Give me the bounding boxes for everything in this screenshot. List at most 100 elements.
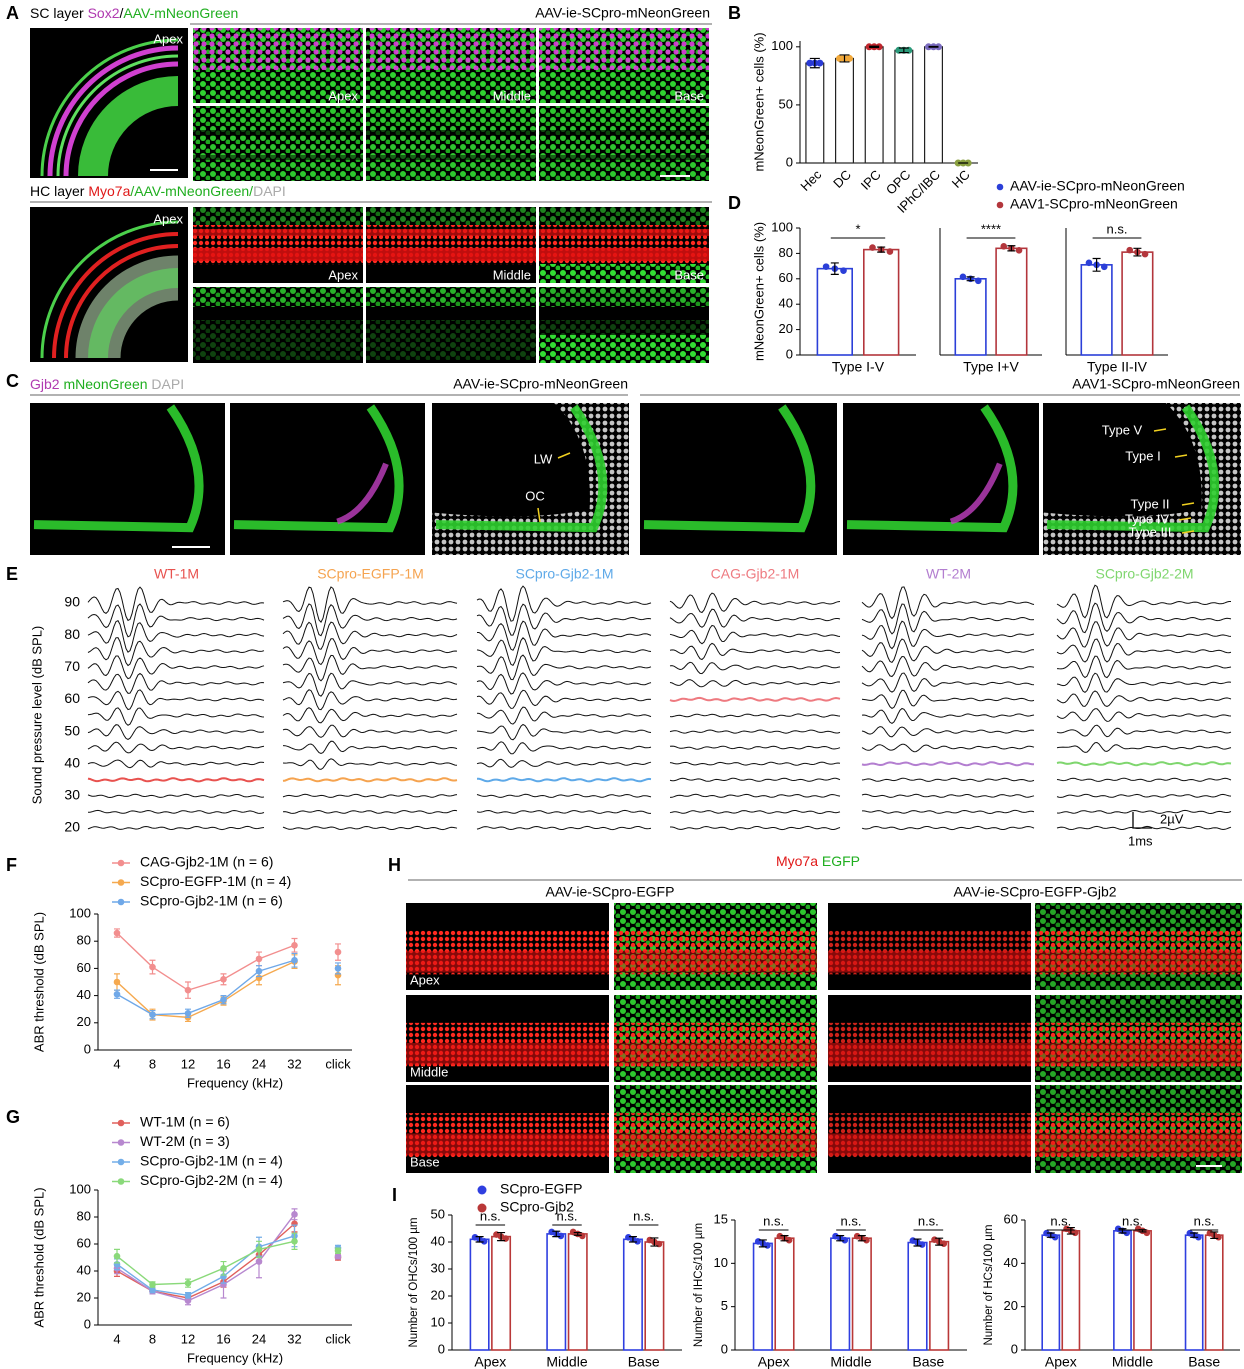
- series-line: [116, 932, 295, 991]
- error-bar: [928, 45, 939, 48]
- y-tick-label: 5: [721, 1298, 728, 1313]
- scale-bar: [1132, 812, 1152, 829]
- significance-label: n.s.: [1122, 1213, 1143, 1228]
- bar: [923, 46, 943, 164]
- vector-label: AAV-ie-SCpro-EGFP: [546, 884, 675, 900]
- legend-label: SCpro-EGFP: [500, 1181, 582, 1197]
- abr-trace: [1056, 724, 1232, 738]
- y-axis-title: Number of OHCs/100 µm: [408, 1218, 420, 1348]
- bar: [805, 62, 825, 164]
- abr-trace: [282, 654, 458, 682]
- image-label: Middle: [493, 267, 531, 282]
- stain: DAPI: [253, 183, 286, 199]
- bar: [894, 49, 914, 164]
- error-bar: [1046, 1232, 1055, 1238]
- abr-trace: [861, 777, 1035, 782]
- abr-trace: [669, 679, 841, 688]
- error-bar: [1210, 1231, 1219, 1240]
- series-line: [116, 1240, 295, 1286]
- image-label: Base: [410, 1154, 440, 1169]
- significance-label: n.s.: [1050, 1213, 1071, 1228]
- abr-trace: [476, 603, 652, 636]
- y-tick-label: 20: [779, 321, 793, 336]
- x-tick-label: 8: [149, 1056, 156, 1071]
- point: [220, 996, 227, 1003]
- image-label: Apex: [328, 88, 358, 103]
- micrograph-layer: [406, 1042, 609, 1065]
- x-tick-label: Base: [912, 1354, 944, 1369]
- micrograph-layer: [193, 106, 363, 181]
- abr-trace: [861, 726, 1035, 738]
- panel-label: A: [6, 3, 19, 23]
- bar-dot: [869, 244, 876, 251]
- micrograph-layer: [366, 155, 536, 160]
- header: Myo7a EGFP: [776, 853, 860, 869]
- abr-trace: [669, 713, 841, 718]
- arrow: [1181, 502, 1195, 506]
- error-bar: [913, 1238, 922, 1247]
- y-tick-label: 60: [779, 270, 793, 285]
- x-tick-label: click: [325, 1056, 351, 1071]
- micrograph-layer: [1035, 1022, 1242, 1067]
- y-tick-label: 60: [64, 690, 80, 706]
- image-label: Middle: [410, 1064, 448, 1079]
- error-bar: [836, 1235, 845, 1242]
- x-tick-label: 24: [252, 1056, 266, 1071]
- bar-dot: [785, 1236, 793, 1244]
- y-tick-label: 80: [77, 933, 91, 948]
- panel-label: C: [6, 371, 19, 391]
- y-tick-label: 20: [64, 819, 80, 835]
- bar-dot: [480, 1238, 488, 1245]
- bar: [907, 1241, 928, 1351]
- abr-trace: [669, 592, 841, 614]
- abr-trace: [87, 689, 265, 711]
- abr-trace: [862, 809, 1035, 815]
- vector-label: AAV1-SCpro-mNeonGreen: [1072, 376, 1240, 392]
- bar-dot: [840, 267, 847, 274]
- abr-trace: [476, 793, 652, 798]
- micrograph-layer: [614, 1133, 817, 1156]
- legend-marker: [477, 1185, 487, 1195]
- significance-label: n.s.: [1107, 221, 1128, 236]
- abr-trace: [1056, 809, 1232, 815]
- micrograph-layer: [193, 287, 363, 307]
- legend-marker: [996, 183, 1004, 191]
- image-label: Type III: [1129, 524, 1172, 539]
- abr-trace: [1056, 793, 1232, 798]
- abr-trace: [1056, 825, 1232, 831]
- y-axis-title: ABR threshold (dB SPL): [31, 1187, 46, 1327]
- cochlea-arc: [40, 220, 179, 359]
- micrograph-layer: [366, 287, 536, 307]
- abr-trace: [87, 793, 265, 799]
- abr-trace: [282, 740, 458, 755]
- stain: EGFP: [822, 853, 860, 869]
- arrow: [537, 507, 541, 523]
- micrograph-layer: [539, 106, 709, 181]
- series-line: [116, 1223, 295, 1299]
- y-tick-label: 40: [1004, 1255, 1018, 1270]
- bar-dot: [1071, 1229, 1079, 1237]
- separator: /: [120, 5, 124, 21]
- y-tick-label: 40: [431, 1233, 445, 1248]
- error-bar: [650, 1237, 659, 1247]
- abr-trace: [669, 761, 841, 766]
- bar: [864, 46, 884, 164]
- significance-label: ****: [981, 221, 1001, 236]
- x-tick-label: Type II-IV: [1087, 359, 1148, 375]
- point: [334, 1247, 342, 1255]
- bar-dot: [816, 59, 824, 67]
- error-bar: [809, 57, 820, 69]
- error-bar: [780, 1235, 789, 1242]
- panel-label: G: [6, 1107, 20, 1127]
- legend-label: AAV-ie-SCpro-mNeonGreen: [1010, 178, 1185, 194]
- abr-trace: [1056, 602, 1232, 634]
- stain: Myo7a: [88, 183, 130, 199]
- abr-trace: [861, 707, 1035, 724]
- bar-dot: [1195, 1233, 1202, 1241]
- y-tick-label: 100: [771, 219, 793, 234]
- reporter: /AAV-mNeonGreen/: [130, 183, 253, 199]
- bar-dot: [836, 54, 843, 62]
- bar: [1080, 264, 1113, 356]
- abr-trace: [87, 707, 265, 726]
- abr-trace: [87, 637, 265, 667]
